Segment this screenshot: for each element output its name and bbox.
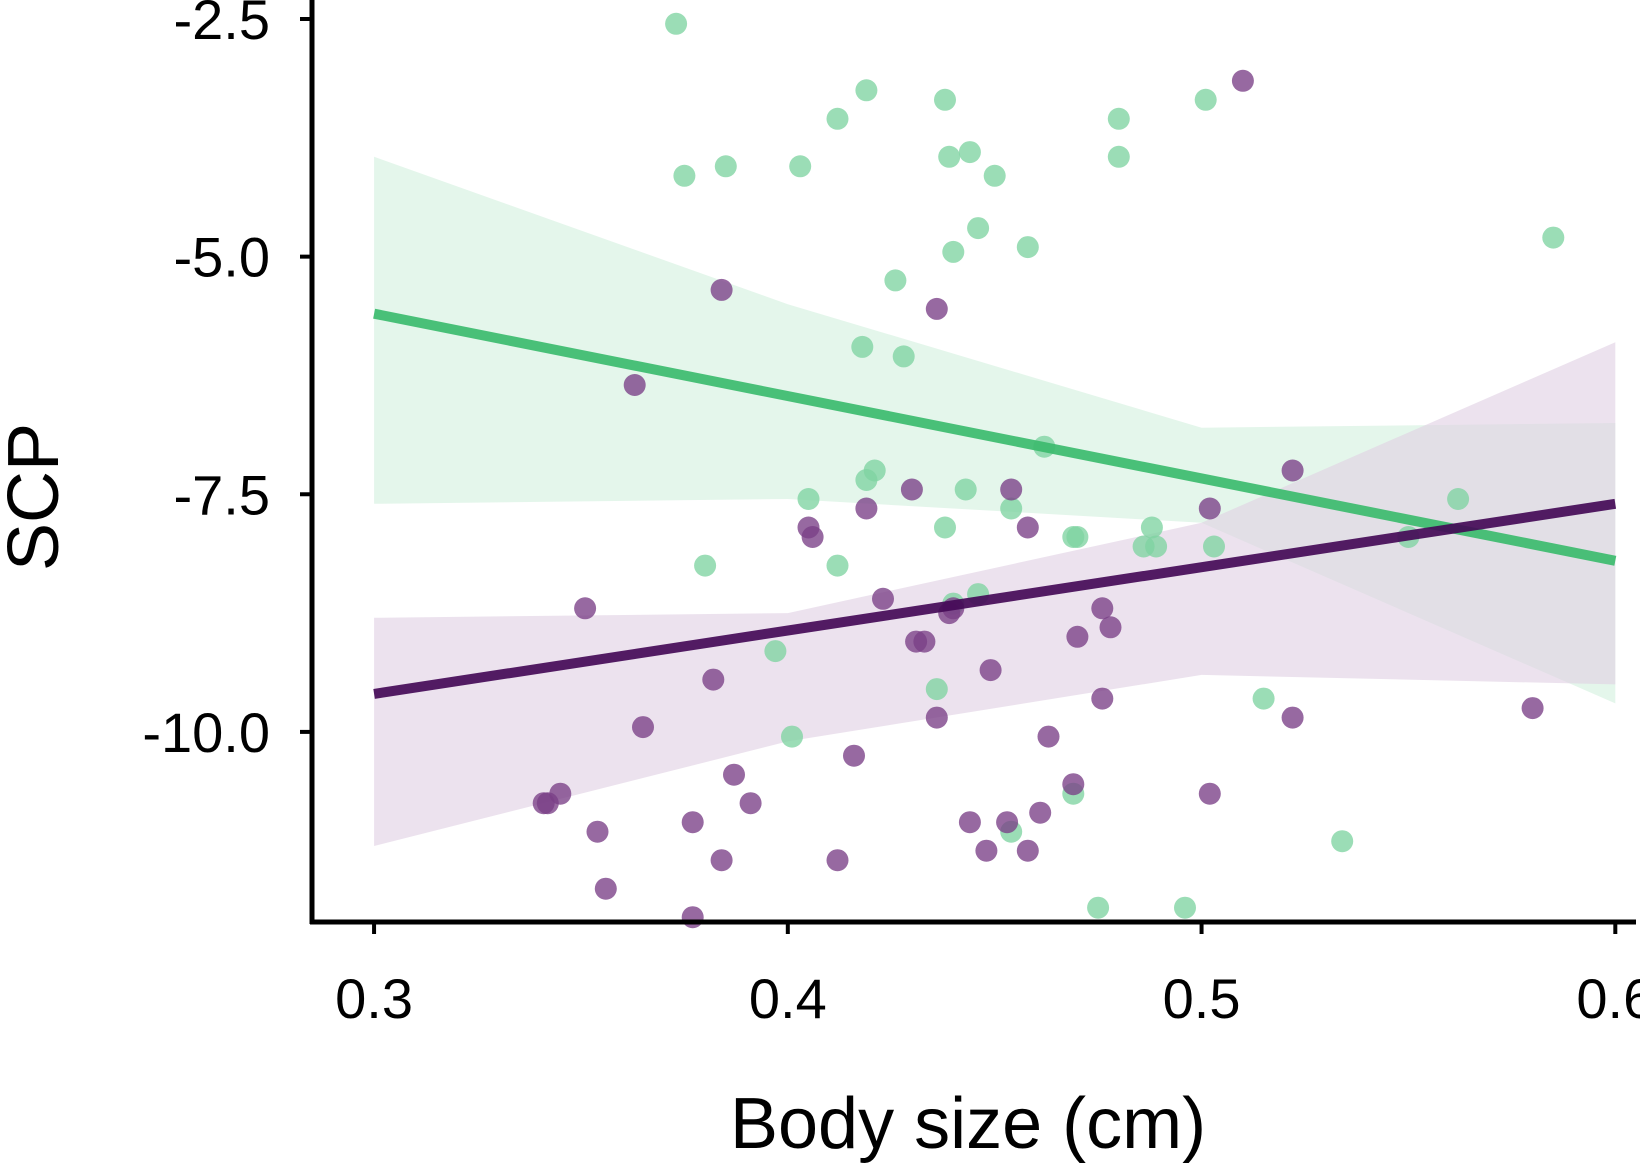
data-point-s2-25 bbox=[1521, 697, 1544, 720]
data-point-s1-14 bbox=[967, 217, 990, 240]
data-point-s1-36 bbox=[694, 554, 717, 577]
data-point-s1-8 bbox=[938, 145, 961, 168]
y-tick-label: -10.0 bbox=[142, 701, 270, 764]
data-point-s2-42 bbox=[996, 811, 1019, 834]
data-point-s1-1 bbox=[665, 12, 688, 35]
data-point-s1-6 bbox=[1107, 107, 1130, 130]
data-point-s2-31 bbox=[723, 763, 745, 786]
fit-line-2 bbox=[373, 498, 1617, 699]
data-point-s2-45 bbox=[710, 849, 733, 872]
data-point-s1-25 bbox=[797, 488, 820, 510]
data-point-s1-19 bbox=[851, 335, 874, 358]
data-point-s1-32 bbox=[1145, 535, 1168, 558]
y-tick-label: -2.5 bbox=[174, 0, 271, 51]
data-point-s2-44 bbox=[1016, 839, 1039, 862]
data-point-s1-43 bbox=[781, 725, 803, 748]
data-point-s2-21 bbox=[913, 630, 936, 653]
data-point-s1-2 bbox=[855, 79, 878, 102]
data-point-s1-10 bbox=[714, 155, 737, 178]
data-points bbox=[532, 12, 1565, 929]
x-axis-title: Body size (cm) bbox=[730, 1084, 1206, 1164]
data-point-s2-26 bbox=[1281, 706, 1304, 729]
data-point-s1-33 bbox=[1203, 535, 1225, 558]
data-point-s2-29 bbox=[1037, 725, 1060, 748]
data-point-s1-46 bbox=[1331, 830, 1354, 853]
confidence-bands bbox=[374, 156, 1616, 846]
data-point-s2-39 bbox=[1029, 801, 1052, 824]
data-point-s2-14 bbox=[872, 587, 894, 610]
data-point-s2-37 bbox=[1198, 782, 1221, 805]
x-tick-label: 0.4 bbox=[749, 967, 827, 1030]
data-point-s2-5 bbox=[1281, 459, 1304, 482]
data-point-s1-15 bbox=[1016, 236, 1039, 259]
data-point-s2-47 bbox=[594, 877, 617, 900]
data-point-s1-26 bbox=[1000, 497, 1023, 520]
data-point-s2-30 bbox=[843, 744, 865, 767]
data-point-s2-18 bbox=[1099, 616, 1122, 639]
data-point-s1-13 bbox=[983, 164, 1006, 187]
data-point-s2-19 bbox=[1066, 625, 1089, 648]
x-tick-label: 0.6 bbox=[1576, 967, 1640, 1030]
data-point-s2-2 bbox=[710, 278, 733, 301]
y-axis-title: SCP bbox=[0, 423, 74, 571]
data-point-s1-12 bbox=[673, 164, 696, 187]
fit-line-1 bbox=[373, 308, 1617, 566]
data-point-s2-6 bbox=[900, 478, 923, 501]
data-point-s1-16 bbox=[942, 240, 965, 263]
data-point-s1-17 bbox=[884, 269, 907, 292]
data-point-s2-9 bbox=[1198, 497, 1221, 520]
x-axis-ticks: 0.3 0.4 0.5 0.6 bbox=[335, 922, 1640, 1030]
data-point-s2-13 bbox=[574, 597, 597, 620]
data-point-s1-28 bbox=[1140, 516, 1163, 539]
x-tick-label: 0.3 bbox=[335, 967, 413, 1030]
fit-lines bbox=[373, 308, 1617, 699]
data-point-s2-17 bbox=[1091, 597, 1114, 620]
data-point-s2-7 bbox=[1000, 478, 1023, 501]
data-point-s1-27 bbox=[934, 516, 956, 539]
data-point-s2-46 bbox=[826, 849, 849, 872]
data-point-s2-48 bbox=[681, 906, 704, 929]
data-point-s2-35 bbox=[739, 792, 762, 815]
data-point-s2-34 bbox=[536, 792, 559, 815]
x-tick-label: 0.5 bbox=[1163, 967, 1241, 1030]
data-point-s1-42 bbox=[1252, 687, 1275, 710]
data-point-s1-35 bbox=[1447, 488, 1470, 510]
data-point-s1-7 bbox=[958, 141, 981, 164]
data-point-s2-27 bbox=[925, 706, 948, 729]
data-point-s2-41 bbox=[958, 811, 981, 834]
data-point-s1-11 bbox=[789, 155, 812, 178]
data-point-s2-11 bbox=[801, 526, 824, 548]
data-point-s1-23 bbox=[855, 469, 878, 491]
data-point-s2-43 bbox=[975, 839, 998, 862]
data-point-s2-1 bbox=[1231, 69, 1254, 92]
data-point-s2-38 bbox=[681, 811, 704, 834]
y-tick-label: -5.0 bbox=[174, 226, 271, 289]
data-point-s1-9 bbox=[1107, 145, 1130, 168]
y-axis-ticks: -2.5 -5.0 -7.5 -10.0 bbox=[142, 0, 312, 764]
data-point-s1-3 bbox=[934, 88, 956, 111]
data-point-s2-4 bbox=[623, 374, 646, 396]
data-point-s1-47 bbox=[1087, 896, 1110, 919]
data-point-s1-18 bbox=[1542, 226, 1565, 249]
data-point-s1-4 bbox=[1194, 88, 1217, 111]
data-point-s2-22 bbox=[979, 659, 1002, 682]
data-point-s2-24 bbox=[1091, 687, 1114, 710]
data-point-s2-40 bbox=[586, 820, 609, 843]
data-point-s1-5 bbox=[826, 107, 849, 130]
data-point-s1-41 bbox=[925, 678, 948, 701]
data-point-s1-24 bbox=[954, 478, 977, 501]
data-point-s2-3 bbox=[925, 297, 948, 320]
data-point-s1-40 bbox=[764, 640, 787, 663]
data-point-s2-23 bbox=[702, 668, 725, 691]
data-point-s2-8 bbox=[855, 497, 878, 520]
data-point-s1-20 bbox=[892, 345, 915, 368]
data-point-s1-37 bbox=[826, 554, 849, 577]
y-tick-label: -7.5 bbox=[174, 463, 271, 526]
data-point-s2-28 bbox=[632, 716, 654, 739]
data-point-s2-12 bbox=[1016, 516, 1039, 539]
data-point-s1-48 bbox=[1174, 896, 1196, 919]
data-point-s1-30 bbox=[1062, 526, 1085, 548]
data-point-s2-36 bbox=[1062, 773, 1085, 796]
